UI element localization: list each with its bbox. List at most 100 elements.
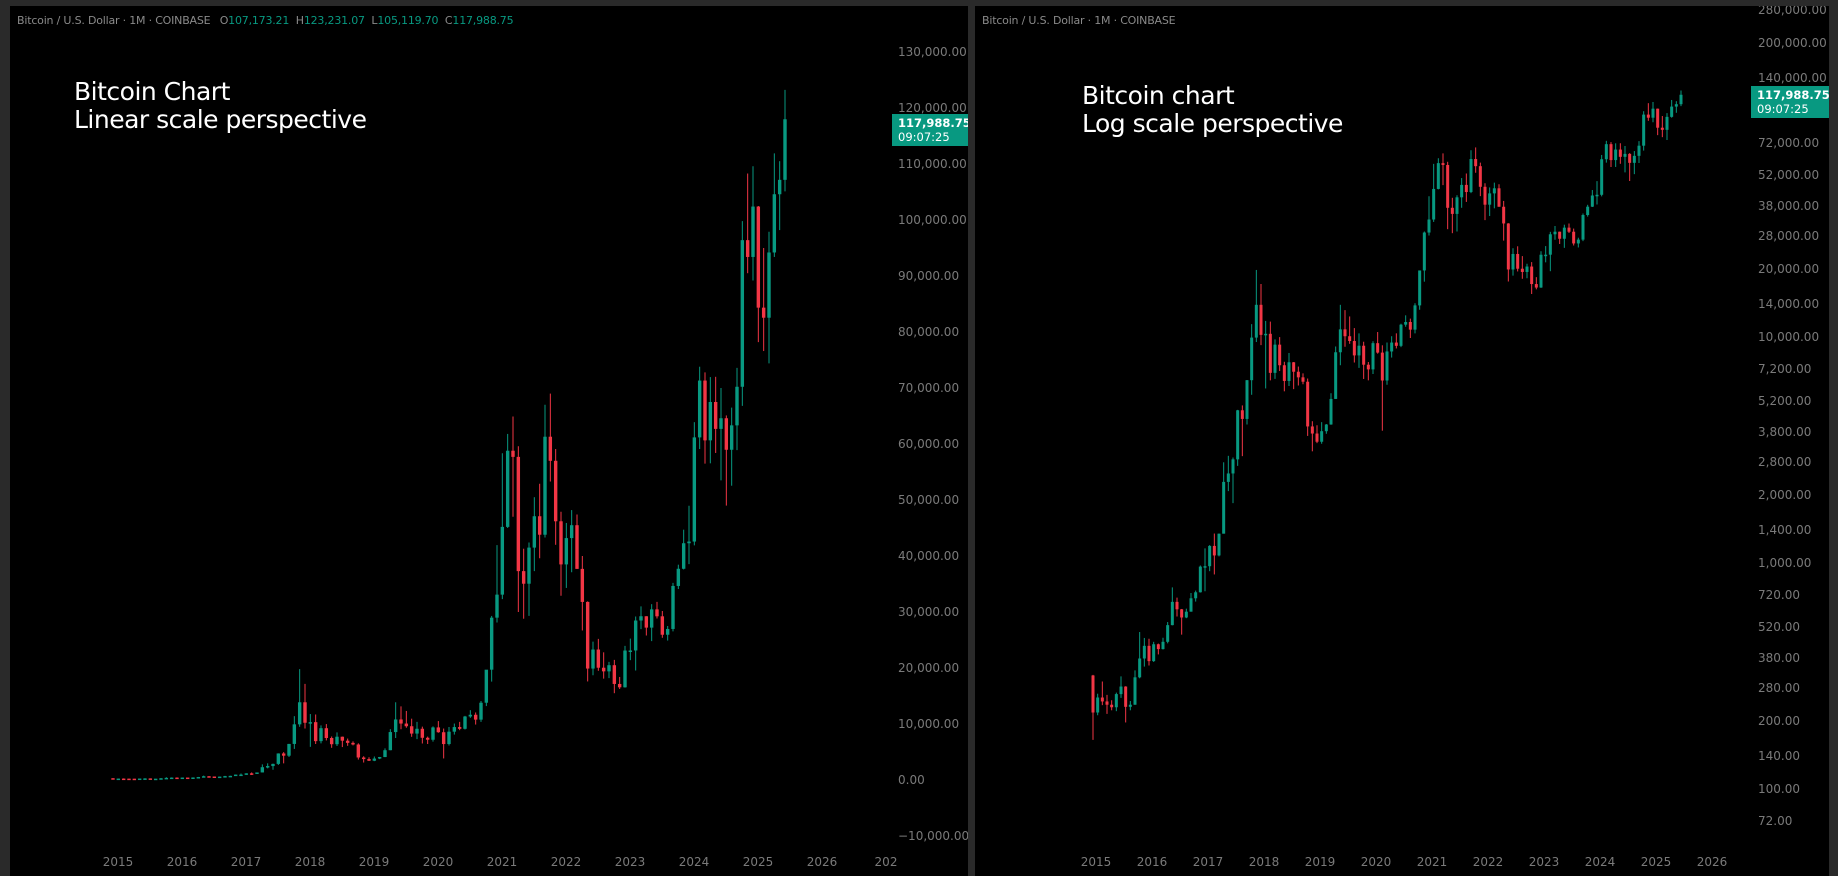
symbol-info: Bitcoin / U.S. Dollar · 1M · COINBASE xyxy=(17,14,211,27)
candle-body xyxy=(233,774,238,777)
price-axis-label: 10,000.00 xyxy=(898,717,959,731)
candle-body xyxy=(297,702,302,725)
linear-candlestick-chart[interactable]: 130,000.00 120,000.00 110,000.00 100,000.00… xyxy=(10,6,968,876)
candle-body xyxy=(708,402,713,441)
candle-body xyxy=(1264,333,1268,336)
price-axis-label: 28,000.00 xyxy=(1758,229,1819,243)
candle-body xyxy=(1110,704,1114,708)
time-axis[interactable]: 2015 2016 2017 2018 2019 2020 2021 2022 2023 2024… xyxy=(103,855,898,869)
candle-body xyxy=(729,425,734,450)
time-axis[interactable]: 2015 2016 2017 2018 2019 2020 2021 2022 2023 2024… xyxy=(1081,855,1728,869)
candle-body xyxy=(1679,94,1683,105)
chart-annotation-title: Bitcoin Chart Linear scale perspective xyxy=(74,78,367,134)
log-chart-panel[interactable]: 280,000.00 200,000.00 140,000.00 72,000.00 5… xyxy=(975,6,1829,876)
candle-body xyxy=(1604,144,1608,160)
open-value: 107,173.21 xyxy=(228,14,290,27)
candle-body xyxy=(463,716,467,729)
candle-body xyxy=(1352,341,1356,356)
candle-body xyxy=(1534,284,1538,288)
time-axis-label: 202 xyxy=(875,855,898,869)
time-axis-label: 2020 xyxy=(423,855,454,869)
time-axis-label: 2018 xyxy=(295,855,326,869)
candle-body xyxy=(329,738,334,745)
candle-body xyxy=(500,526,505,595)
candle-body xyxy=(217,776,222,779)
candle-body xyxy=(1212,545,1216,556)
time-axis-label: 2022 xyxy=(1473,855,1504,869)
candle-body xyxy=(1217,533,1221,556)
candle-body xyxy=(1553,231,1557,235)
candle-body xyxy=(1488,193,1492,205)
price-axis-label: 10,000.00 xyxy=(1758,330,1819,344)
candle-body xyxy=(783,119,787,180)
candle-body xyxy=(191,777,195,779)
annotation-line-1: Bitcoin chart xyxy=(1082,81,1235,110)
last-price-tag: 117,988.75 09:07:25 xyxy=(892,114,968,146)
price-axis-label: 50,000.00 xyxy=(898,493,959,507)
high-value: 123,231.07 xyxy=(303,14,365,27)
candle-body xyxy=(527,547,531,584)
price-axis-label: 72,000.00 xyxy=(1758,136,1819,150)
annotation-line-2: Log scale perspective xyxy=(1082,109,1343,138)
candle-body xyxy=(1394,342,1398,346)
high-label: H xyxy=(295,14,304,27)
candle-body xyxy=(644,616,649,628)
candle-body xyxy=(521,571,526,584)
candles xyxy=(111,89,787,781)
candle-body xyxy=(137,778,142,781)
price-axis-label: 80,000.00 xyxy=(898,325,959,339)
close-value: 117,988.75 xyxy=(452,14,514,27)
log-candlestick-chart[interactable]: 280,000.00 200,000.00 140,000.00 72,000.00 5… xyxy=(975,6,1829,876)
candle-body xyxy=(564,538,569,565)
candle-body xyxy=(735,386,739,426)
low-value: 105,119.70 xyxy=(377,14,439,27)
candle-body xyxy=(1240,410,1244,419)
candle-body xyxy=(201,776,206,778)
candle-body xyxy=(1142,645,1146,659)
candle-body xyxy=(223,776,227,778)
candle-body xyxy=(612,665,617,684)
candle-body xyxy=(409,726,414,734)
time-axis-label: 2019 xyxy=(359,855,390,869)
candle-body xyxy=(1427,219,1431,233)
candle-body xyxy=(1096,697,1100,713)
candle-body xyxy=(596,649,601,668)
candle-body xyxy=(1432,188,1436,220)
candle-body xyxy=(681,543,686,569)
time-axis-label: 2017 xyxy=(1193,855,1224,869)
panel-divider[interactable] xyxy=(968,0,975,876)
candle-body xyxy=(649,609,654,628)
price-axis[interactable]: 130,000.00 120,000.00 110,000.00 100,000.00… xyxy=(898,45,968,843)
candle-body xyxy=(164,777,169,780)
candle-body xyxy=(1180,609,1184,618)
candle-body xyxy=(537,516,542,535)
candle-body xyxy=(479,702,483,720)
candle-body xyxy=(1539,254,1543,288)
candle-body xyxy=(116,778,121,781)
frame-right xyxy=(1829,6,1838,876)
price-axis-label: 1,000.00 xyxy=(1758,556,1811,570)
candle-body xyxy=(185,777,190,780)
candle-body xyxy=(1567,227,1571,232)
candle-body xyxy=(1128,704,1132,707)
candle-body xyxy=(457,727,462,729)
candle-body xyxy=(511,450,515,457)
candle-body xyxy=(1464,184,1468,193)
price-axis-label: 140.00 xyxy=(1758,749,1800,763)
bar-countdown: 09:07:25 xyxy=(1757,102,1809,116)
open-label: O xyxy=(219,14,229,27)
candle-body xyxy=(1674,104,1678,107)
price-axis[interactable]: 280,000.00 200,000.00 140,000.00 72,000.00 5… xyxy=(1758,6,1827,828)
price-axis-label: 200.00 xyxy=(1758,714,1800,728)
candle-body xyxy=(1581,215,1585,240)
linear-chart-panel[interactable]: 130,000.00 120,000.00 110,000.00 100,000.00… xyxy=(10,6,968,876)
candle-body xyxy=(1152,644,1156,662)
candle-body xyxy=(180,777,185,780)
price-axis-label: 0.00 xyxy=(898,773,925,787)
candle-body xyxy=(719,418,723,429)
candle-body xyxy=(1245,380,1249,419)
candle-body xyxy=(1343,329,1347,337)
candle-body xyxy=(159,778,163,780)
candle-body xyxy=(1656,108,1660,128)
candle-body xyxy=(287,743,291,756)
